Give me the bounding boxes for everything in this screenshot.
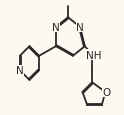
Text: O: O bbox=[102, 87, 111, 97]
Text: N: N bbox=[76, 23, 84, 33]
Text: N: N bbox=[52, 23, 60, 33]
Text: NH: NH bbox=[86, 50, 101, 60]
Text: N: N bbox=[16, 66, 24, 76]
